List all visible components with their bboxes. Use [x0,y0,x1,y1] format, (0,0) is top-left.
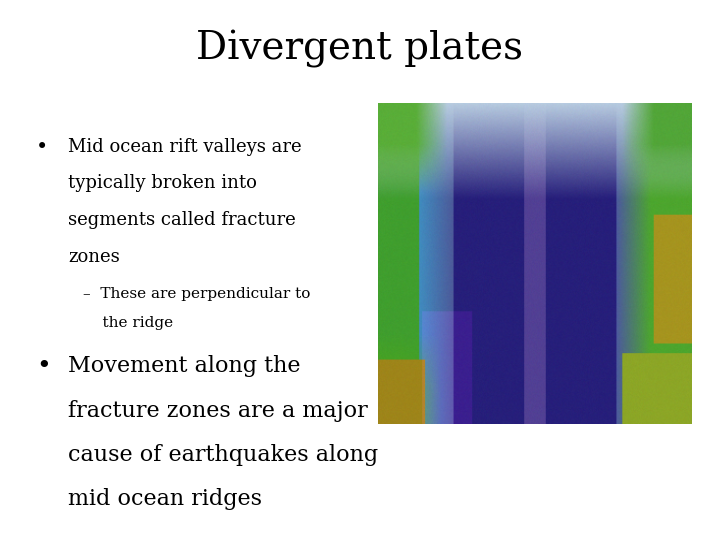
Text: mid ocean ridges: mid ocean ridges [68,488,262,510]
Text: fracture zones are a major: fracture zones are a major [68,400,368,422]
Text: •: • [36,355,50,379]
Text: –  These are perpendicular to: – These are perpendicular to [83,287,310,301]
Text: zones: zones [68,248,120,266]
Text: segments called fracture: segments called fracture [68,211,296,229]
Text: cause of earthquakes along: cause of earthquakes along [68,444,379,466]
Text: typically broken into: typically broken into [68,174,257,192]
Text: the ridge: the ridge [83,316,173,330]
Text: Movement along the: Movement along the [68,355,301,377]
Text: Divergent plates: Divergent plates [197,30,523,68]
Text: •: • [36,138,48,157]
Text: Mid ocean rift valleys are: Mid ocean rift valleys are [68,138,302,156]
